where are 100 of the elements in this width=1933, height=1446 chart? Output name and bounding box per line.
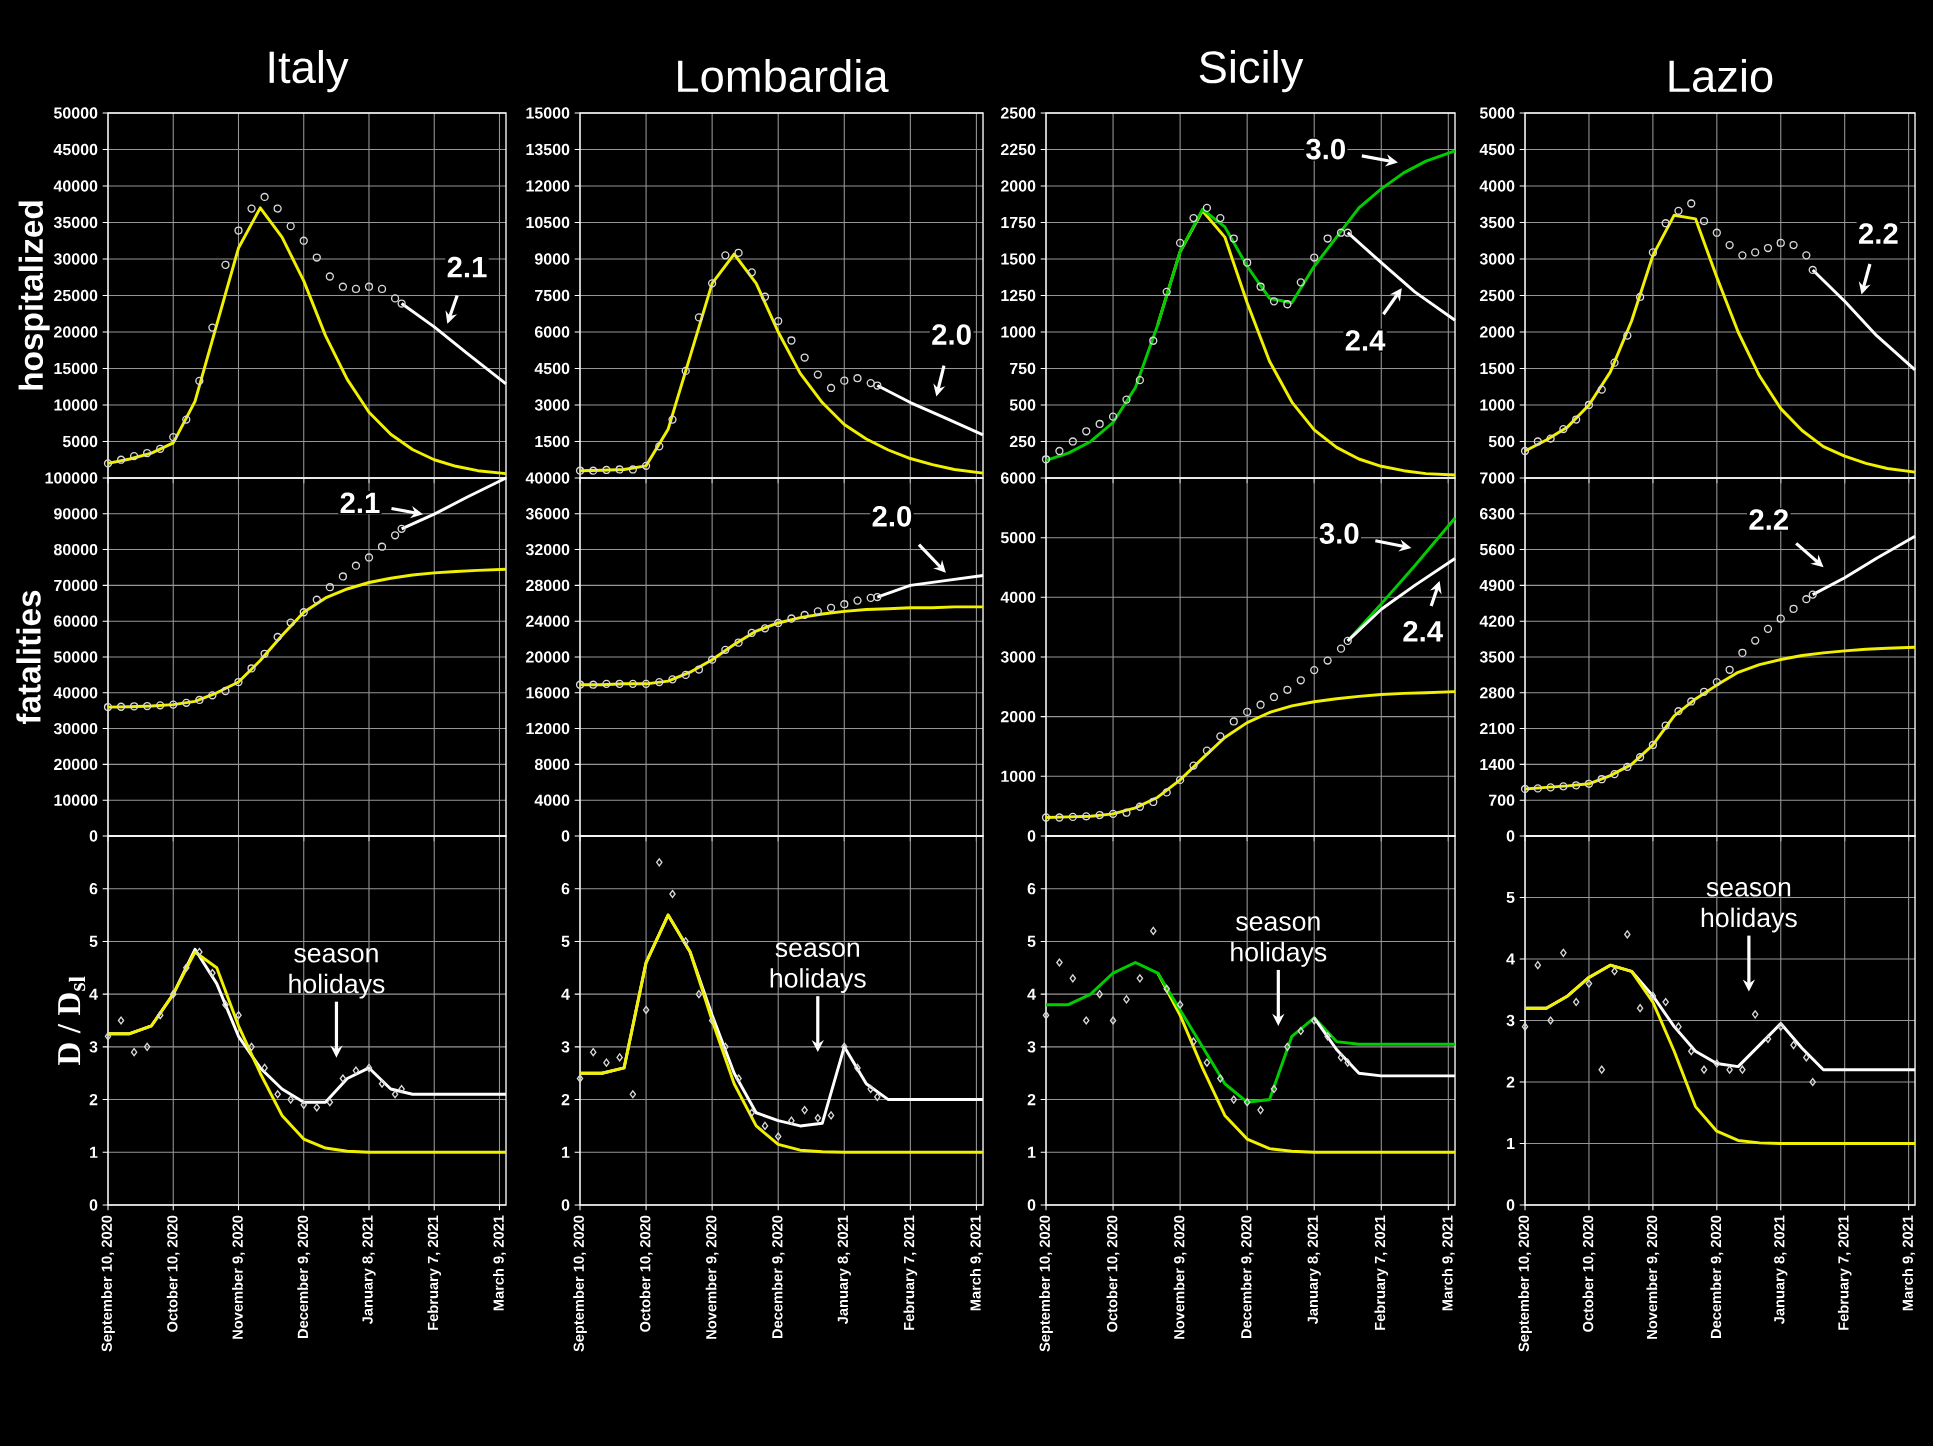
point bbox=[313, 1103, 321, 1112]
y-tick-label: 20000 bbox=[526, 651, 570, 663]
point bbox=[708, 279, 717, 288]
y-tick-label: 4500 bbox=[1479, 143, 1515, 156]
point bbox=[1699, 216, 1709, 226]
y-tick-label: 5000 bbox=[1479, 107, 1515, 119]
y-tick-label: 1500 bbox=[535, 435, 570, 448]
point bbox=[1108, 809, 1118, 819]
point bbox=[1559, 782, 1568, 791]
point bbox=[1310, 1016, 1318, 1025]
point bbox=[1739, 1065, 1746, 1074]
y-tick-label: 1500 bbox=[1480, 362, 1515, 375]
point bbox=[1648, 740, 1658, 750]
y-tick-label: 1400 bbox=[1480, 758, 1515, 771]
y-tick-label: 40000 bbox=[525, 472, 570, 484]
y-tick-label: 2800 bbox=[1479, 687, 1515, 699]
point bbox=[1270, 1084, 1278, 1094]
point bbox=[800, 610, 809, 620]
x-tick-label: October 10, 2020 bbox=[1582, 1215, 1596, 1332]
x-tick-label: December 9, 2020 bbox=[297, 1215, 311, 1338]
y-tick-label: 8000 bbox=[534, 758, 570, 771]
point bbox=[873, 592, 882, 602]
y-tick-label: 1000 bbox=[1001, 770, 1036, 782]
point bbox=[273, 204, 282, 213]
point bbox=[840, 376, 849, 385]
y-tick-label: 1 bbox=[90, 1146, 98, 1158]
x-tick-label: December 9, 2020 bbox=[1240, 1215, 1254, 1338]
point bbox=[1712, 677, 1721, 687]
point bbox=[1135, 802, 1145, 811]
point bbox=[1803, 1053, 1810, 1062]
point bbox=[853, 374, 862, 383]
point bbox=[378, 1079, 386, 1088]
point bbox=[1738, 648, 1747, 658]
point bbox=[1189, 761, 1198, 770]
y-tick-label: 3000 bbox=[1000, 651, 1036, 663]
y-tick-label: 3 bbox=[561, 1041, 570, 1053]
point bbox=[1337, 1053, 1345, 1062]
y-tick-label: 32000 bbox=[525, 543, 570, 556]
y-tick-label: 50000 bbox=[53, 651, 98, 663]
point bbox=[248, 1042, 255, 1051]
y-tick-label: 1 bbox=[562, 1146, 570, 1158]
y-tick-label: 70000 bbox=[54, 579, 98, 592]
point bbox=[1310, 665, 1319, 675]
point bbox=[1700, 1065, 1708, 1074]
point bbox=[1068, 437, 1077, 446]
point bbox=[338, 282, 348, 291]
point bbox=[602, 679, 611, 688]
point bbox=[397, 524, 406, 533]
point bbox=[682, 937, 689, 946]
point bbox=[143, 449, 152, 458]
y-tick-label: 750 bbox=[1009, 362, 1036, 375]
point bbox=[287, 1095, 294, 1104]
point bbox=[760, 624, 770, 633]
point bbox=[1055, 446, 1064, 456]
point bbox=[1546, 783, 1555, 792]
point bbox=[1560, 948, 1567, 957]
point bbox=[1674, 707, 1683, 716]
y-tick-label: 500 bbox=[1488, 435, 1515, 448]
point bbox=[1122, 395, 1131, 404]
point bbox=[867, 1084, 874, 1094]
point bbox=[351, 284, 361, 294]
point bbox=[1789, 604, 1798, 614]
point bbox=[1109, 1016, 1117, 1025]
point bbox=[183, 963, 190, 972]
point bbox=[143, 701, 152, 711]
point bbox=[1082, 427, 1091, 436]
x-tick-label: January 8, 2021 bbox=[362, 1215, 376, 1325]
point bbox=[1041, 455, 1051, 464]
point bbox=[1726, 1065, 1733, 1074]
point bbox=[655, 677, 664, 687]
point bbox=[208, 691, 217, 700]
point bbox=[615, 679, 624, 688]
point bbox=[826, 603, 836, 612]
point bbox=[721, 645, 730, 654]
point bbox=[854, 1063, 861, 1073]
point bbox=[1635, 753, 1645, 762]
y-tick-label: 20000 bbox=[54, 758, 98, 771]
y-tick-label: 2500 bbox=[1479, 289, 1515, 302]
point bbox=[629, 1090, 637, 1099]
point bbox=[589, 1047, 597, 1057]
point bbox=[655, 442, 664, 451]
point bbox=[274, 1090, 281, 1099]
point bbox=[1229, 234, 1238, 243]
point bbox=[722, 1042, 729, 1051]
point bbox=[1635, 292, 1645, 302]
y-tick-label: 4 bbox=[1506, 953, 1515, 965]
point bbox=[312, 595, 321, 604]
point bbox=[247, 204, 256, 213]
point bbox=[1069, 974, 1077, 983]
point bbox=[1175, 238, 1185, 248]
point bbox=[1808, 265, 1817, 275]
y-tick-label: 2100 bbox=[1479, 722, 1515, 735]
point bbox=[390, 531, 400, 540]
y-tick-label: 7500 bbox=[535, 289, 570, 302]
point bbox=[260, 192, 269, 202]
y-tick-label: 10000 bbox=[54, 794, 98, 806]
point bbox=[1284, 1042, 1291, 1051]
x-tick-label: February 7, 2021 bbox=[903, 1215, 918, 1330]
point bbox=[603, 1058, 610, 1067]
y-tick-label: 5 bbox=[1506, 891, 1515, 904]
